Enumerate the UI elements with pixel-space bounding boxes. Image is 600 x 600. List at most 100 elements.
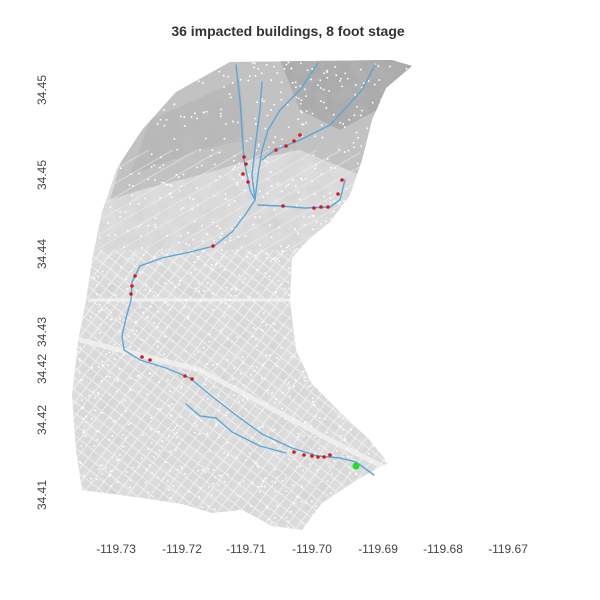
building-point: [312, 400, 314, 403]
building-point: [290, 288, 292, 290]
building-point: [222, 74, 225, 77]
building-point: [117, 378, 119, 380]
building-point: [275, 258, 278, 260]
building-point: [320, 87, 322, 89]
building-point: [124, 211, 127, 213]
building-point: [276, 183, 279, 185]
building-point: [228, 93, 231, 95]
building-point: [229, 295, 232, 297]
building-point: [204, 137, 207, 140]
building-point: [92, 391, 95, 393]
creek-network: [121, 62, 376, 476]
building-point: [97, 392, 99, 394]
building-point: [334, 167, 336, 169]
building-point: [200, 370, 203, 373]
building-point: [109, 470, 112, 472]
building-point: [127, 423, 130, 426]
building-point: [372, 445, 374, 447]
building-point: [311, 513, 314, 516]
building-point: [218, 70, 221, 73]
building-point: [161, 440, 163, 442]
building-point: [154, 226, 157, 228]
building-point: [206, 433, 208, 436]
building-point: [113, 421, 116, 423]
building-point: [293, 385, 295, 388]
building-point: [157, 294, 159, 297]
building-point: [183, 116, 186, 118]
building-point: [356, 106, 358, 108]
building-point: [380, 98, 383, 101]
building-point: [311, 112, 314, 115]
building-point: [178, 442, 180, 445]
building-point: [273, 490, 276, 493]
building-point: [267, 435, 269, 437]
building-point: [116, 481, 119, 483]
building-point: [277, 452, 279, 455]
building-point: [256, 291, 259, 294]
building-point: [333, 200, 335, 203]
building-point: [243, 394, 245, 397]
building-point: [266, 252, 268, 255]
building-point: [128, 335, 130, 337]
building-point: [283, 337, 286, 339]
building-point: [225, 123, 227, 125]
building-point: [91, 417, 93, 420]
building-point: [314, 135, 316, 138]
building-point: [203, 290, 205, 292]
building-point: [183, 125, 186, 127]
building-point: [156, 326, 159, 329]
building-point: [326, 71, 328, 73]
building-point: [211, 494, 213, 496]
building-point: [252, 460, 255, 462]
building-point: [332, 113, 335, 116]
building-point: [341, 429, 344, 431]
building-point: [189, 196, 191, 199]
building-point: [208, 341, 211, 343]
building-point: [168, 434, 171, 437]
building-point: [219, 112, 222, 115]
building-point: [237, 236, 240, 238]
building-point: [162, 164, 165, 167]
building-point: [217, 484, 220, 487]
building-point: [111, 318, 113, 320]
building-point: [333, 460, 336, 462]
building-point: [224, 480, 226, 483]
building-point: [345, 187, 348, 190]
building-point: [339, 80, 341, 82]
building-point: [132, 185, 134, 187]
building-point: [301, 521, 304, 524]
building-point: [169, 450, 171, 453]
building-point: [124, 437, 127, 439]
impacted-building: [284, 144, 288, 148]
building-point: [254, 255, 257, 257]
building-point: [235, 456, 238, 459]
building-point: [260, 100, 263, 102]
building-point: [261, 321, 264, 323]
building-point: [276, 72, 278, 74]
building-point: [179, 279, 181, 282]
building-point: [242, 399, 244, 401]
building-point: [197, 204, 199, 206]
building-point: [137, 203, 140, 205]
building-point: [146, 264, 149, 266]
building-point: [319, 417, 321, 419]
building-point: [139, 306, 142, 309]
building-point: [150, 417, 152, 419]
building-point: [204, 383, 206, 386]
building-point: [278, 226, 280, 229]
building-point: [359, 68, 362, 71]
impacted-building: [292, 450, 296, 454]
building-point: [196, 424, 198, 427]
building-point: [342, 456, 345, 459]
building-point: [105, 353, 107, 355]
building-point: [101, 473, 104, 475]
building-point: [207, 505, 210, 507]
building-point: [255, 462, 258, 465]
impacted-building: [183, 374, 187, 378]
building-point: [303, 435, 305, 437]
building-point: [257, 485, 259, 488]
building-point: [119, 216, 121, 218]
building-point: [320, 173, 323, 176]
building-point: [250, 380, 253, 382]
building-point: [232, 120, 234, 123]
